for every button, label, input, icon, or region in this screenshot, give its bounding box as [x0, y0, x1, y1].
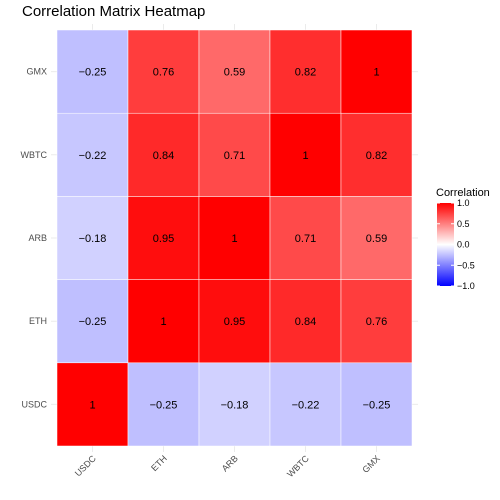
- cell-value-label: 1: [231, 233, 237, 245]
- heatmap-cell-eth-gmx: [340, 279, 413, 364]
- heatmap-cell-gmx-usdc: [56, 29, 129, 114]
- heatmap-cell-wbtc-wbtc: [269, 112, 342, 197]
- legend-tick-label: −0.5: [457, 260, 475, 270]
- cell-value-label: 0.76: [153, 67, 174, 79]
- x-axis-tick-labels: USDC ETH ARB WBTC GMX: [73, 453, 382, 479]
- heatmap-cell-gmx-gmx: [340, 29, 413, 114]
- cell-value-label: −0.18: [79, 233, 107, 245]
- cell-value-label: −0.25: [79, 316, 107, 328]
- y-tick-label-gmx: GMX: [26, 67, 47, 77]
- heatmap-cell-usdc-gmx: [340, 362, 413, 447]
- cell-value-label: −0.25: [150, 399, 178, 411]
- cell-value-labels: 1 −0.25 −0.18 −0.22 −0.25 −0.25 1 0.95 0.84 0.76 −…: [79, 67, 391, 412]
- x-tick-label-wbtc: WBTC: [285, 453, 311, 479]
- x-tick-label-eth: ETH: [149, 453, 169, 473]
- legend-colorbar: [437, 203, 454, 286]
- y-tick-label-wbtc: WBTC: [21, 150, 48, 160]
- cell-value-label: 0.71: [224, 150, 245, 162]
- heatmap-cell-usdc-arb: [198, 362, 271, 447]
- heatmap-cell-eth-wbtc: [269, 279, 342, 364]
- heatmap-cell-eth-usdc: [56, 279, 129, 364]
- heatmap-cell-wbtc-usdc: [56, 112, 129, 197]
- cell-value-label: −0.18: [221, 399, 249, 411]
- cell-value-label: 1: [89, 399, 95, 411]
- cell-value-label: −0.25: [363, 399, 391, 411]
- cell-value-label: −0.22: [79, 150, 107, 162]
- heatmap-cell-eth-arb: [198, 279, 271, 364]
- cell-value-label: 0.84: [153, 150, 174, 162]
- heatmap-cell-usdc-wbtc: [269, 362, 342, 447]
- cell-value-label: 0.84: [295, 316, 316, 328]
- cell-value-label: 0.82: [366, 150, 387, 162]
- color-legend: Correlation 1.0 0.5 0.0 −0.5 −1.0: [436, 187, 490, 291]
- y-axis-tick-labels: USDC ETH ARB WBTC GMX: [21, 67, 48, 410]
- cell-value-label: 0.76: [366, 316, 387, 328]
- heatmap-cell-eth-eth: [127, 279, 200, 364]
- heatmap-cell-arb-arb: [198, 196, 271, 280]
- heatmap-cell-gmx-wbtc: [269, 29, 342, 114]
- cell-value-label: −0.25: [79, 67, 107, 79]
- cell-value-label: 1: [373, 67, 379, 79]
- legend-tick-label: −1.0: [457, 281, 475, 291]
- chart-title: Correlation Matrix Heatmap: [22, 3, 205, 20]
- y-tick-label-usdc: USDC: [21, 399, 47, 409]
- heatmap-cell-arb-eth: [127, 196, 200, 280]
- x-tick-label-arb: ARB: [220, 453, 240, 473]
- legend-tick-label: 0.5: [457, 219, 470, 229]
- cell-value-label: 0.71: [295, 233, 316, 245]
- cell-value-label: 0.95: [153, 233, 174, 245]
- cell-value-label: −0.22: [292, 399, 320, 411]
- heatmap-cell-gmx-eth: [127, 29, 200, 114]
- x-tick-label-gmx: GMX: [360, 453, 382, 475]
- cell-value-label: 1: [302, 150, 308, 162]
- heatmap-cell-gmx-arb: [198, 29, 271, 114]
- cell-value-label: 0.95: [224, 316, 245, 328]
- heatmap-cell-wbtc-arb: [198, 112, 271, 197]
- heatmap-cell-arb-usdc: [56, 196, 129, 280]
- heatmap-cell-wbtc-gmx: [340, 112, 413, 197]
- legend-title: Correlation: [436, 187, 490, 199]
- legend-tick-label: 0.0: [457, 240, 470, 250]
- cell-value-label: 0.59: [224, 67, 245, 79]
- legend-tick-label: 1.0: [457, 198, 470, 208]
- cell-value-label: 0.82: [295, 67, 316, 79]
- y-tick-label-eth: ETH: [29, 316, 47, 326]
- x-tick-label-usdc: USDC: [73, 453, 98, 478]
- heatmap-cell-wbtc-eth: [127, 112, 200, 197]
- y-tick-label-arb: ARB: [28, 233, 47, 243]
- cell-value-label: 1: [160, 316, 166, 328]
- cell-value-label: 0.59: [366, 233, 387, 245]
- heatmap-cell-usdc-eth: [127, 362, 200, 447]
- heatmap-cells: [56, 29, 413, 447]
